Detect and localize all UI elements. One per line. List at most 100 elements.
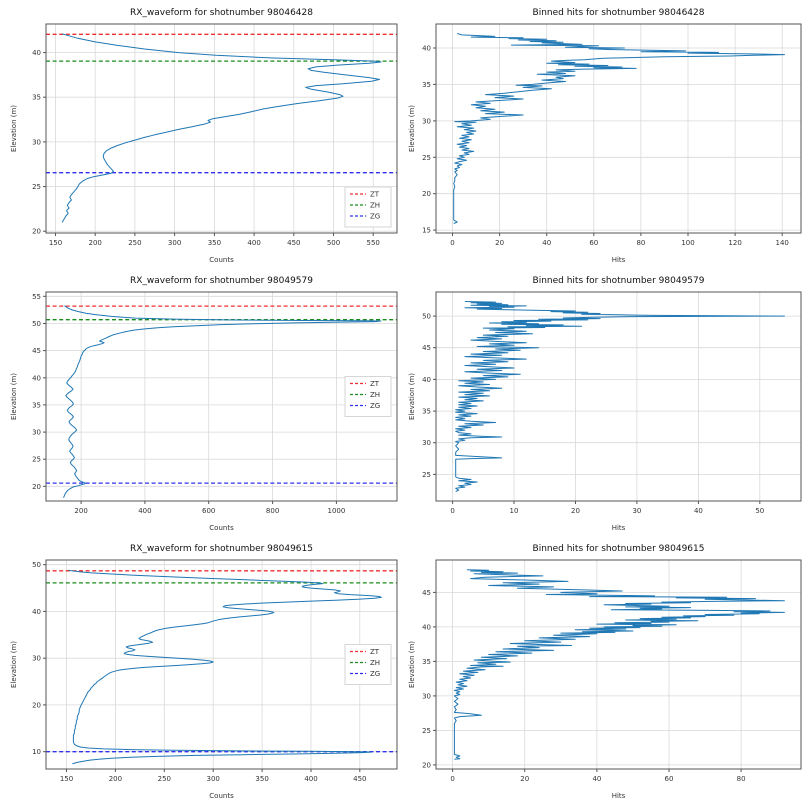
legend-box (344, 376, 392, 417)
x-tick-label: 300 (168, 239, 181, 247)
axes-frame (435, 559, 802, 770)
chart-cell-binned-hits-98049615: 0 20 40 60 80 20 25 30 35 40 45 Binned hits for sho… (406, 536, 812, 804)
chart-title: RX_waveform for shotnumber 98049579 (130, 276, 313, 286)
binned-hits-line (453, 569, 785, 760)
y-tick-label: 30 (422, 692, 431, 700)
rx-waveform-line (68, 569, 382, 765)
x-tick-label: 150 (60, 775, 73, 783)
x-tick-label: 20 (571, 507, 580, 515)
rx-waveform-98046428-plot: 150 200 250 300 350 400 450 500 550 20 25 30 35 40 RX_… (10, 8, 398, 264)
y-tick-label: 50 (32, 561, 41, 569)
y-tick-label: 20 (422, 190, 431, 198)
chart-cell-rx-waveform-98049615: 150 200 250 300 350 400 450 10 20 30 40 50 RX_wavefo… (0, 536, 406, 804)
y-tick-label: 30 (32, 655, 41, 663)
y-tick-label: 30 (422, 439, 431, 447)
y-tick-label: 45 (32, 347, 41, 355)
x-tick-label: 450 (287, 239, 300, 247)
x-tick-label: 200 (74, 507, 87, 515)
x-tick-label: 80 (636, 239, 645, 247)
x-axis-label: Counts (209, 256, 234, 264)
chart-cell-binned-hits-98049579: 0 10 20 30 40 50 25 30 35 40 45 50 Binned hits for s… (406, 268, 812, 536)
y-tick-label: 25 (32, 456, 41, 464)
y-axis-label: Elevation (m) (10, 641, 18, 688)
chart-title: RX_waveform for shotnumber 98046428 (130, 8, 313, 18)
binned-hits-line (455, 301, 785, 492)
y-tick-label: 20 (32, 483, 41, 491)
x-tick-label: 60 (665, 775, 674, 783)
y-tick-label: 15 (422, 227, 431, 235)
x-axis-label: Hits (612, 524, 626, 532)
x-tick-label: 350 (208, 239, 221, 247)
y-tick-label: 45 (422, 344, 431, 352)
chart-title: Binned hits for shotnumber 98046428 (533, 8, 705, 18)
binned-hits-98046428-plot: 0 20 40 60 80 100 120 140 15 20 25 30 35 40 Binned hit… (408, 8, 802, 264)
y-tick-label: 25 (422, 154, 431, 162)
y-tick-label: 30 (422, 117, 431, 125)
x-tick-label: 150 (49, 239, 62, 247)
x-tick-label: 0 (450, 775, 454, 783)
axes-frame (45, 559, 398, 770)
legend-label-zh: ZH (370, 202, 380, 210)
legend-label-zg: ZG (370, 670, 380, 678)
axes-frame (435, 23, 802, 234)
x-tick-label: 800 (266, 507, 279, 515)
chart-cell-rx-waveform-98049579: 200 400 600 800 1000 20 25 30 35 40 45 50 55 RX_wavef… (0, 268, 406, 536)
rx-waveform-line (61, 33, 382, 223)
chart-title: Binned hits for shotnumber 98049615 (533, 544, 705, 554)
y-tick-label: 35 (32, 401, 41, 409)
y-tick-label: 35 (32, 94, 41, 102)
x-tick-label: 400 (304, 775, 317, 783)
y-tick-label: 40 (32, 608, 41, 616)
x-tick-label: 350 (255, 775, 268, 783)
axes-frame (45, 23, 398, 234)
y-tick-label: 25 (422, 471, 431, 479)
y-tick-label: 40 (32, 49, 41, 57)
x-tick-label: 120 (728, 239, 741, 247)
x-tick-label: 0 (450, 507, 454, 515)
axes-frame (435, 291, 802, 502)
x-tick-label: 300 (207, 775, 220, 783)
chart-title: Binned hits for shotnumber 98049579 (533, 276, 705, 286)
x-tick-label: 600 (202, 507, 215, 515)
x-tick-label: 550 (367, 239, 380, 247)
y-tick-label: 30 (32, 429, 41, 437)
x-tick-label: 10 (510, 507, 519, 515)
legend-box (344, 644, 392, 685)
x-tick-label: 20 (520, 775, 529, 783)
x-tick-label: 50 (755, 507, 764, 515)
x-tick-label: 200 (109, 775, 122, 783)
x-tick-label: 200 (89, 239, 102, 247)
y-tick-label: 25 (422, 727, 431, 735)
x-tick-label: 400 (138, 507, 151, 515)
x-axis-label: Counts (209, 792, 234, 800)
y-axis-label: Elevation (m) (408, 641, 416, 688)
x-tick-label: 1000 (327, 507, 345, 515)
y-tick-label: 40 (422, 623, 431, 631)
legend-label-zh: ZH (370, 391, 380, 399)
binned-hits-98049579-plot: 0 10 20 30 40 50 25 30 35 40 45 50 Binned hits for s… (408, 276, 802, 532)
y-axis-label: Elevation (m) (408, 373, 416, 420)
x-tick-label: 40 (592, 775, 601, 783)
y-tick-label: 45 (422, 589, 431, 597)
legend-label-zt: ZT (370, 380, 380, 388)
x-tick-label: 140 (776, 239, 789, 247)
y-tick-label: 50 (32, 320, 41, 328)
legend-label-zt: ZT (370, 648, 380, 656)
x-tick-label: 250 (128, 239, 141, 247)
binned-hits-line (453, 33, 785, 224)
y-tick-label: 50 (422, 313, 431, 321)
legend-label-zh: ZH (370, 659, 380, 667)
y-tick-label: 40 (32, 374, 41, 382)
x-axis-label: Hits (612, 792, 626, 800)
y-tick-label: 20 (32, 228, 41, 236)
y-axis-label: Elevation (m) (408, 105, 416, 152)
legend-label-zt: ZT (370, 191, 380, 199)
x-tick-label: 100 (681, 239, 694, 247)
y-tick-label: 35 (422, 408, 431, 416)
y-axis-label: Elevation (m) (10, 105, 18, 152)
rx-waveform-98049579-plot: 200 400 600 800 1000 20 25 30 35 40 45 50 55 RX_wavef… (10, 276, 398, 532)
x-tick-label: 450 (353, 775, 366, 783)
x-tick-label: 20 (495, 239, 504, 247)
axes-frame (45, 291, 398, 502)
y-axis-label: Elevation (m) (10, 373, 18, 420)
